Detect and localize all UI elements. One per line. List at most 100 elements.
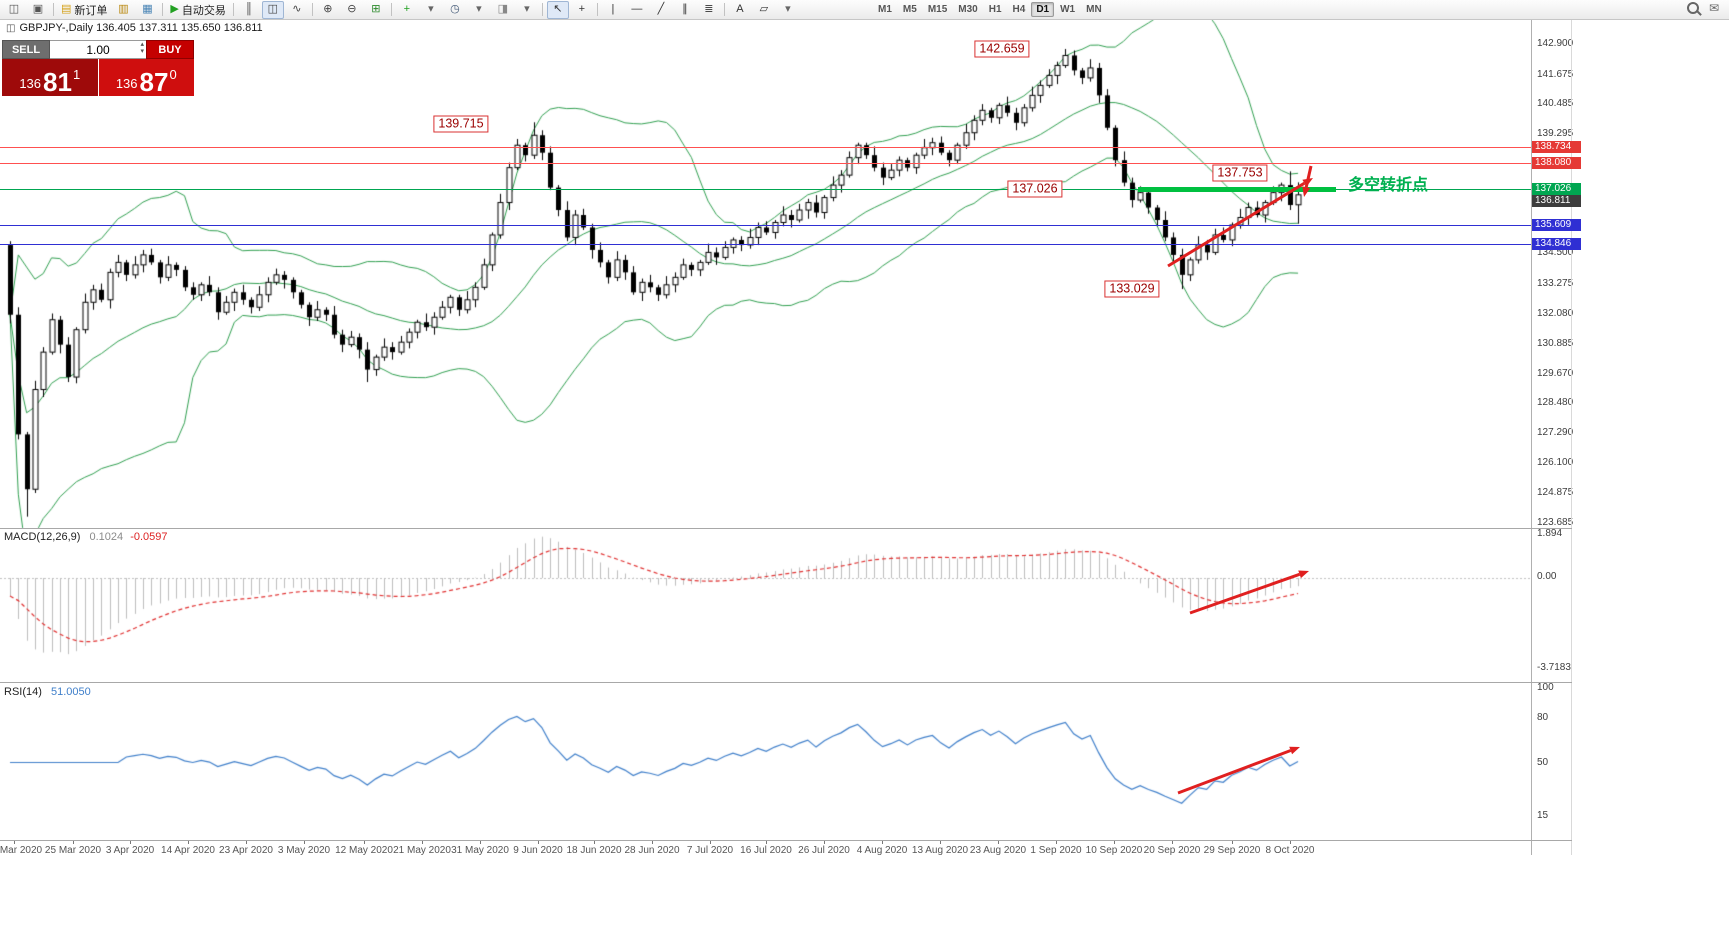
price-tag-134.846: 134.846 bbox=[1532, 238, 1581, 250]
sell-price-base: 136 bbox=[19, 76, 42, 91]
crosshair-icon[interactable]: + bbox=[571, 1, 593, 19]
annotation-133.029[interactable]: 133.029 bbox=[1104, 280, 1160, 298]
new-order-button[interactable]: ▤ 新订单 bbox=[58, 1, 110, 19]
chart-title: ◫ GBPJPY-,Daily 136.405 137.311 135.650 … bbox=[6, 22, 263, 34]
buy-price-display[interactable]: 136 87 0 bbox=[98, 59, 194, 96]
zoom-in-icon[interactable]: ⊕ bbox=[317, 1, 339, 19]
horizontal-line-icon[interactable]: — bbox=[626, 1, 648, 19]
date-label: 12 May 2020 bbox=[335, 845, 393, 856]
bar-chart-type-icon[interactable]: ║ bbox=[238, 1, 260, 19]
symbol-search-icon[interactable] bbox=[1686, 2, 1699, 14]
templates-dropdown-icon[interactable]: ▾ bbox=[516, 1, 538, 19]
timeframe-mn[interactable]: MN bbox=[1086, 4, 1102, 15]
autotrading-button[interactable]: ▶ 自动交易 bbox=[167, 1, 228, 19]
rsi-label: RSI(14) 51.0050 bbox=[4, 686, 91, 698]
fibonacci-icon[interactable]: ≣ bbox=[698, 1, 720, 19]
macd-axis-1.894: 1.894 bbox=[1537, 528, 1563, 539]
hline-138.080[interactable] bbox=[0, 163, 1531, 164]
line-chart-type-icon: ∿ bbox=[292, 3, 302, 15]
history-center-icon[interactable]: ▥ bbox=[112, 1, 134, 19]
date-label: 20 Sep 2020 bbox=[1143, 845, 1201, 856]
line-chart-type-icon[interactable]: ∿ bbox=[286, 1, 308, 19]
trendline-icon[interactable]: ╱ bbox=[650, 1, 672, 19]
cursor-icon[interactable]: ↖ bbox=[546, 0, 569, 19]
annotation-142.659[interactable]: 142.659 bbox=[974, 40, 1030, 58]
chart-profiles-icon[interactable]: ▣ bbox=[27, 1, 49, 19]
timeframe-m1[interactable]: M1 bbox=[878, 4, 892, 15]
toolbar-separator bbox=[596, 3, 598, 16]
volume-spinner[interactable]: ▴ ▾ bbox=[140, 41, 144, 55]
hline-134.846[interactable] bbox=[0, 244, 1531, 245]
timeframe-w1[interactable]: W1 bbox=[1060, 4, 1076, 15]
notifications-icon[interactable]: ✉ bbox=[1708, 1, 1719, 15]
periods-icon[interactable]: ◷ bbox=[444, 1, 466, 19]
indicators-dropdown-icon[interactable]: ▾ bbox=[420, 1, 442, 19]
timeframe-m15[interactable]: M15 bbox=[927, 4, 948, 15]
periods-icon: ◷ bbox=[450, 3, 460, 15]
toolbar-separator bbox=[311, 3, 313, 16]
zoom-out-icon: ⊖ bbox=[347, 3, 357, 15]
hline-135.609[interactable] bbox=[0, 225, 1531, 226]
one-click-trading-panel: SELL 1.00 ▴ ▾ BUY 136 81 1 136 87 0 bbox=[2, 40, 194, 96]
timeframe-d1[interactable]: D1 bbox=[1031, 2, 1055, 17]
zoom-out-icon[interactable]: ⊖ bbox=[341, 1, 363, 19]
timeframe-m30[interactable]: M30 bbox=[958, 4, 978, 15]
date-label: 16 Jul 2020 bbox=[740, 845, 792, 856]
support-resistance-segment[interactable] bbox=[1138, 187, 1336, 192]
arrows-dropdown-icon: ▾ bbox=[785, 3, 791, 15]
sell-price-display[interactable]: 136 81 1 bbox=[2, 59, 98, 96]
new-order-button: ▤ bbox=[61, 3, 72, 15]
buy-price-pip: 0 bbox=[169, 67, 177, 82]
timeframe-h1[interactable]: H1 bbox=[988, 4, 1002, 15]
data-window-icon[interactable]: ▦ bbox=[136, 1, 158, 19]
panel-separator-rsi[interactable] bbox=[0, 682, 1572, 683]
toolbar-right: ✉ bbox=[1686, 1, 1719, 15]
arrows-dropdown-icon[interactable]: ▾ bbox=[777, 1, 799, 19]
sell-button[interactable]: SELL bbox=[2, 40, 50, 59]
text-icon[interactable]: A bbox=[729, 1, 751, 19]
new-chart-icon[interactable]: ◫ bbox=[3, 1, 25, 19]
annotation-137.753[interactable]: 137.753 bbox=[1212, 164, 1268, 182]
hline-137.026[interactable] bbox=[0, 189, 1531, 190]
macd-label: MACD(12,26,9) 0.1024 -0.0597 bbox=[4, 531, 168, 543]
date-tick bbox=[710, 841, 711, 844]
spin-down-icon[interactable]: ▾ bbox=[140, 48, 144, 55]
annotation-139.715[interactable]: 139.715 bbox=[433, 115, 489, 133]
vertical-line-icon[interactable]: | bbox=[602, 1, 624, 19]
buy-button[interactable]: BUY bbox=[146, 40, 194, 59]
date-label: 4 Aug 2020 bbox=[856, 845, 908, 856]
candlestick-type-icon[interactable]: ◫ bbox=[261, 0, 284, 19]
new-chart-icon: ◫ bbox=[8, 3, 20, 15]
timeframe-m5[interactable]: M5 bbox=[902, 4, 917, 15]
autotrading-button: ▶ bbox=[170, 3, 179, 15]
candlestick-type-icon: ◫ bbox=[267, 3, 279, 15]
date-tick bbox=[538, 841, 539, 844]
chinese-annotation[interactable]: 多空转折点 bbox=[1348, 177, 1429, 194]
text-label-icon[interactable]: ▱ bbox=[753, 1, 775, 19]
date-label: 1 Sep 2020 bbox=[1030, 845, 1082, 856]
spin-up-icon[interactable]: ▴ bbox=[140, 41, 144, 48]
date-tick bbox=[130, 841, 131, 844]
date-label: 14 Apr 2020 bbox=[161, 845, 215, 856]
date-tick bbox=[188, 841, 189, 844]
timeframe-h4[interactable]: H4 bbox=[1012, 4, 1026, 15]
volume-input[interactable]: 1.00 ▴ ▾ bbox=[50, 40, 146, 59]
date-tick bbox=[480, 841, 481, 844]
rsi-axis-80: 80 bbox=[1537, 712, 1549, 723]
indicators-icon[interactable]: + bbox=[396, 1, 418, 19]
rsi-value: 51.0050 bbox=[50, 686, 91, 698]
templates-icon[interactable]: ◨ bbox=[492, 1, 514, 19]
zoom-in-icon: ⊕ bbox=[323, 3, 333, 15]
axis-label-124.875: 124.875 bbox=[1537, 487, 1574, 499]
horizontal-line-icon: — bbox=[631, 3, 643, 15]
panel-separator-macd[interactable] bbox=[0, 528, 1572, 529]
equidistant-channel-icon[interactable]: ∥ bbox=[674, 1, 696, 19]
annotation-137.026[interactable]: 137.026 bbox=[1007, 180, 1063, 198]
indicators-dropdown-icon: ▾ bbox=[428, 3, 434, 15]
hline-138.734[interactable] bbox=[0, 147, 1531, 148]
auto-arrange-icon[interactable]: ⊞ bbox=[365, 1, 387, 19]
crosshair-icon: + bbox=[578, 3, 586, 15]
periods-dropdown-icon[interactable]: ▾ bbox=[468, 1, 490, 19]
rsi-name: RSI(14) bbox=[4, 686, 42, 698]
